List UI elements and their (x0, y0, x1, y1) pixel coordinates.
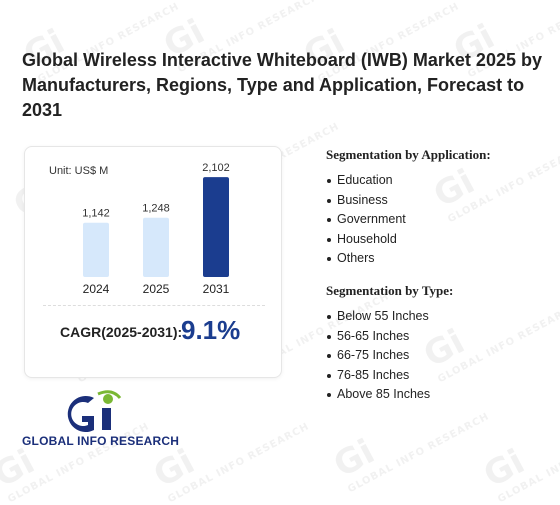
market-size-card: Unit: US$ M 1,142 2024 1,248 2025 2,102 2031 … (24, 146, 282, 378)
list-item: Below 55 Inches (326, 307, 453, 327)
list-item: 56-65 Inches (326, 327, 453, 347)
list-item: Above 85 Inches (326, 385, 453, 405)
list-item: 66-75 Inches (326, 346, 453, 366)
segmentation-by-type: Segmentation by Type: Below 55 Inches 56… (326, 283, 453, 405)
application-list: Education Business Government Household … (326, 171, 491, 269)
category-label-2031: 2031 (203, 282, 230, 296)
value-label-2031: 2,102 (202, 162, 230, 174)
logo-text: GLOBAL INFO RESEARCH (22, 434, 180, 448)
list-item: Government (326, 210, 491, 230)
bar-2025 (143, 217, 169, 277)
application-heading: Segmentation by Application: (326, 147, 491, 162)
page-title: Global Wireless Interactive Whiteboard (… (22, 50, 542, 120)
list-item: Education (326, 171, 491, 191)
market-size-bar-chart: 1,142 2024 1,248 2025 2,102 2031 (82, 162, 230, 296)
list-item: Business (326, 191, 491, 211)
type-heading: Segmentation by Type: (326, 283, 454, 298)
gi-logo-icon (67, 390, 122, 432)
list-item: 76-85 Inches (326, 366, 453, 386)
list-item: Household (326, 230, 491, 250)
segmentation-by-application: Segmentation by Application: Education B… (326, 147, 491, 269)
bar-2024 (83, 222, 109, 277)
type-list: Below 55 Inches 56-65 Inches 66-75 Inche… (326, 307, 453, 405)
cagr-label: CAGR(2025-2031): (60, 324, 183, 340)
value-label-2025: 1,248 (142, 203, 170, 215)
list-item: Others (326, 249, 491, 269)
value-label-2024: 1,142 (82, 208, 110, 220)
bar-2031 (203, 177, 229, 277)
cagr-value: 9.1% (181, 315, 241, 345)
unit-label: Unit: US$ M (49, 165, 109, 177)
category-label-2025: 2025 (143, 282, 170, 296)
divider (43, 305, 265, 306)
category-label-2024: 2024 (83, 282, 110, 296)
